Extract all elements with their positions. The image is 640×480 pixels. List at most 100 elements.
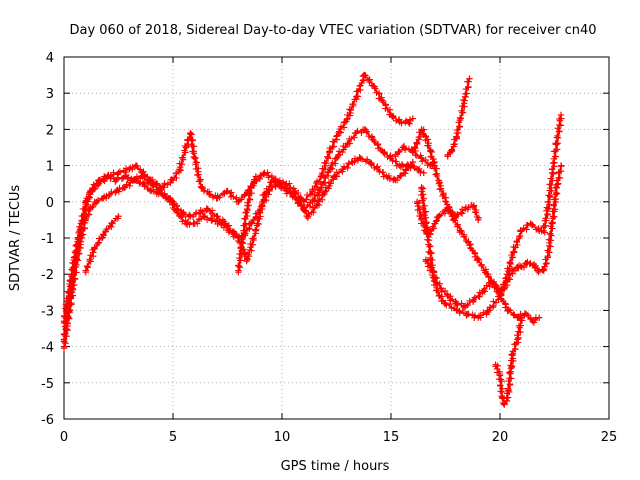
data-point: [108, 220, 116, 227]
data-point: [252, 227, 260, 234]
data-point: [100, 194, 107, 202]
data-point: [427, 147, 434, 155]
data-point: [503, 397, 510, 405]
data-point: [557, 162, 565, 169]
data-point: [440, 191, 447, 198]
data-point: [243, 205, 251, 213]
x-tick-label: 10: [274, 430, 291, 445]
data-point: [442, 299, 449, 307]
data-point: [115, 213, 122, 220]
y-tick-label: 4: [46, 51, 54, 66]
data-point: [461, 303, 469, 310]
data-point: [241, 191, 249, 198]
data-point: [453, 133, 460, 140]
data-point: [187, 213, 194, 220]
series-line: [63, 157, 414, 347]
data-point: [139, 180, 146, 187]
data-point: [422, 227, 430, 234]
data-point: [82, 267, 89, 274]
data-point: [470, 296, 478, 303]
data-point: [536, 314, 543, 321]
data-point: [82, 216, 89, 224]
data-point: [379, 97, 386, 104]
data-point: [366, 158, 373, 166]
data-point: [553, 184, 560, 191]
data-point: [261, 169, 268, 177]
data-point: [239, 234, 246, 242]
data-point: [444, 151, 451, 158]
data-point: [544, 252, 552, 260]
data-point: [132, 162, 140, 169]
data-point: [287, 187, 294, 195]
data-point: [191, 220, 198, 227]
data-point: [383, 173, 390, 180]
x-tick-labels: 0 5 10 15 20 25: [60, 430, 617, 445]
data-point: [148, 187, 155, 195]
data-point: [261, 191, 268, 198]
data-point: [165, 194, 172, 202]
data-point: [148, 180, 155, 187]
data-point: [86, 205, 94, 213]
data-point: [374, 166, 382, 173]
data-point: [235, 267, 242, 274]
data-point: [418, 216, 425, 224]
data-point: [466, 242, 473, 249]
data-point: [309, 187, 316, 195]
data-point: [444, 292, 451, 300]
data-point: [387, 111, 395, 119]
data-point: [435, 213, 443, 220]
data-point: [549, 220, 556, 227]
data-point: [553, 140, 560, 148]
data-point: [93, 198, 100, 205]
data-point: [422, 256, 430, 263]
chart-title: Day 060 of 2018, Sidereal Day-to-day VTE…: [69, 23, 596, 38]
data-point: [348, 158, 355, 166]
data-point: [492, 361, 499, 368]
x-tick-label: 5: [169, 430, 177, 445]
data-point: [313, 202, 321, 209]
data-point: [322, 187, 329, 195]
data-point: [113, 176, 120, 184]
data-point: [498, 394, 506, 401]
data-point: [488, 278, 495, 285]
data-point: [507, 365, 515, 372]
data-point: [318, 173, 325, 180]
data-point: [431, 220, 438, 227]
y-tick-label: -1: [41, 232, 54, 247]
y-tick-label: 1: [46, 160, 54, 175]
grid-lines: [64, 57, 609, 419]
series-track-12: [392, 142, 438, 169]
data-point: [248, 184, 255, 191]
series-track-4: [82, 213, 122, 276]
data-point: [89, 187, 96, 195]
data-point: [296, 198, 303, 205]
data-point: [527, 220, 534, 227]
data-point: [413, 166, 421, 173]
data-point: [431, 274, 438, 282]
data-point: [339, 166, 347, 173]
x-axis-title: GPS time / hours: [281, 459, 390, 474]
series-track-11: [444, 75, 473, 160]
data-point: [435, 180, 443, 187]
data-point: [224, 187, 231, 195]
series-markers: [60, 154, 415, 352]
data-point: [396, 118, 403, 126]
data-point: [130, 176, 137, 184]
data-point: [121, 184, 129, 191]
data-point: [370, 137, 377, 144]
data-point: [69, 285, 76, 292]
data-point: [400, 144, 408, 151]
data-point: [453, 307, 460, 314]
data-point: [457, 227, 464, 234]
data-point: [501, 401, 508, 408]
data-point: [453, 213, 460, 220]
data-point: [344, 115, 351, 122]
data-point: [518, 314, 525, 321]
data-point: [270, 176, 277, 184]
y-tick-label: 3: [46, 87, 54, 102]
data-point: [418, 126, 425, 133]
data-point: [531, 263, 539, 271]
data-point: [540, 227, 547, 234]
data-point: [437, 285, 445, 292]
